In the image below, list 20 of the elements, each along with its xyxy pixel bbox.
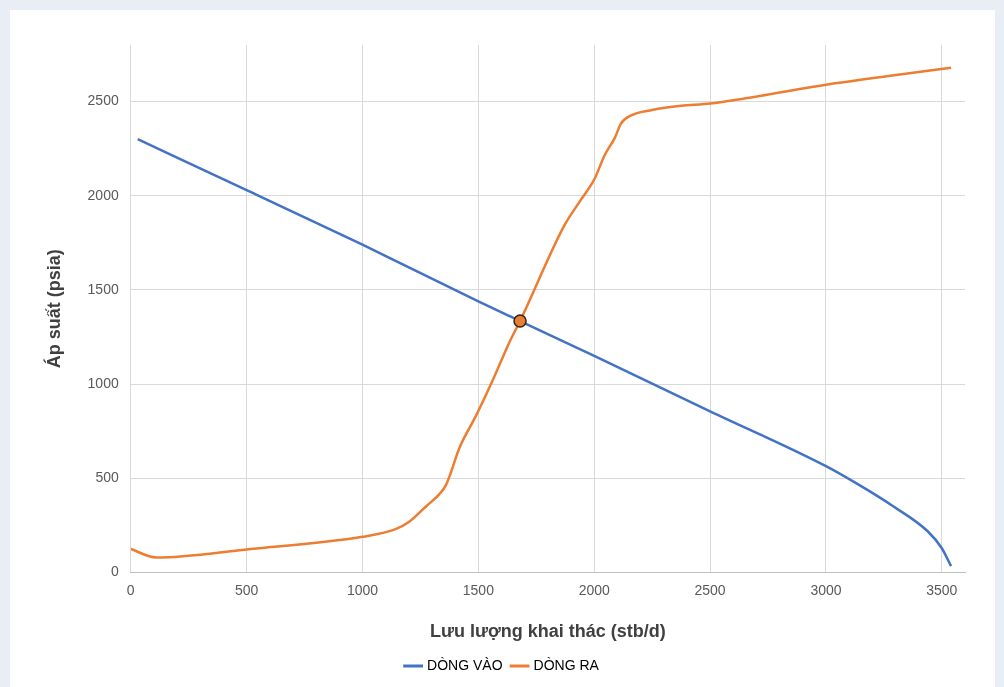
x-tick-label: 3500 bbox=[926, 581, 958, 598]
x-axis-title: Lưu lượng khai thác (stb/d) bbox=[429, 621, 666, 642]
x-tick-label: 3000 bbox=[810, 581, 842, 598]
y-tick-label: 2500 bbox=[87, 92, 119, 109]
y-tick-label: 500 bbox=[95, 469, 119, 486]
y-tick-label: 0 bbox=[110, 563, 119, 580]
legend-label: DÒNG RA bbox=[533, 656, 600, 673]
x-tick-label: 1500 bbox=[462, 581, 495, 598]
x-tick-label: 1000 bbox=[346, 581, 379, 598]
line-series bbox=[136, 137, 953, 568]
x-tick-label: 500 bbox=[234, 581, 259, 598]
x-tick-label: 2000 bbox=[578, 581, 610, 598]
x-tick-label: 0 bbox=[126, 581, 135, 598]
line-series bbox=[130, 66, 953, 559]
y-tick-label: 2000 bbox=[87, 186, 119, 203]
y-axis-title: Áp suất (psia) bbox=[42, 249, 64, 369]
x-tick-label: 2500 bbox=[694, 581, 726, 598]
y-tick-label: 1500 bbox=[87, 280, 119, 297]
y-tick-label: 1000 bbox=[87, 375, 119, 392]
legend-label: DÒNG VÀO bbox=[427, 656, 503, 673]
